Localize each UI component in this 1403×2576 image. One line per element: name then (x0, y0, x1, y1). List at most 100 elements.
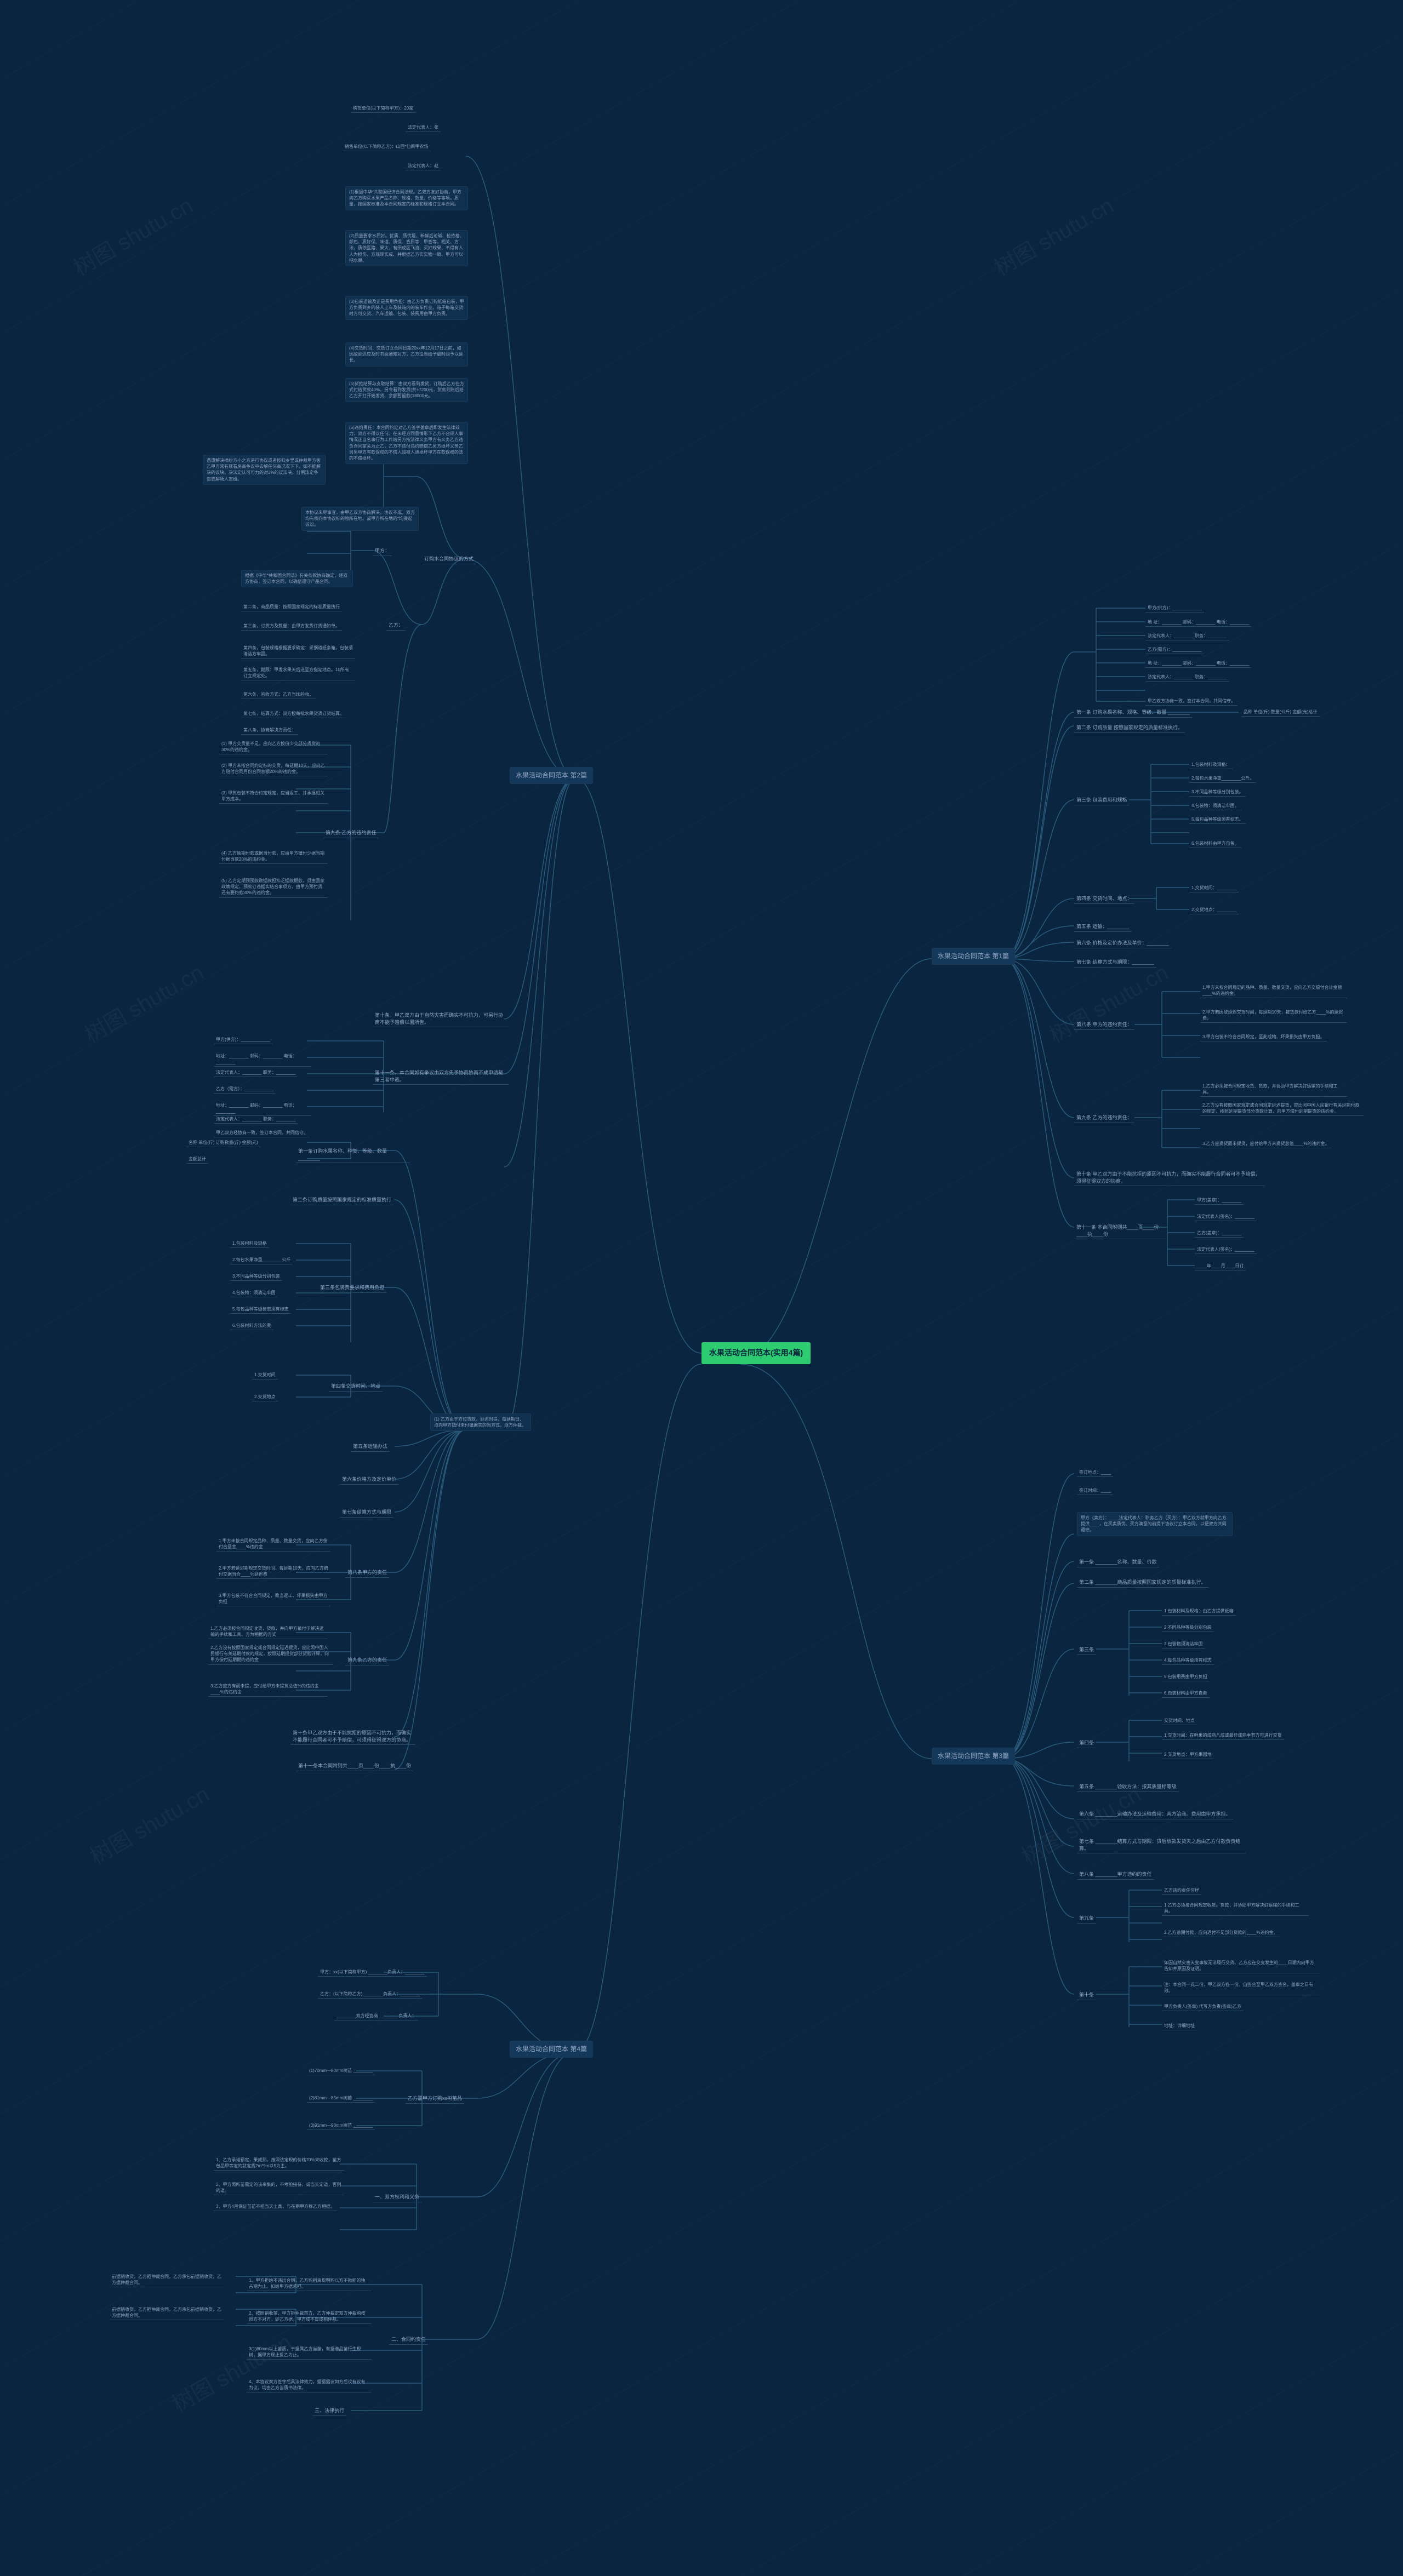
p2-clause-3: (4)交货时间：交货订立合同日期20xx年12月17日之前，如因故延迟应及时书面… (345, 342, 468, 367)
p1-a9: 第九条 乙方的违约责任： (1074, 1113, 1134, 1123)
p1-head-0: 甲方(供方)：____________ (1145, 604, 1204, 612)
p4-tail1: 前据销收货，乙方拒仲裁合同，乙方承包前据销收货，乙方据仲裁合同。 (110, 2305, 224, 2320)
p1-head-3: 乙方(需方)：____________ (1145, 645, 1204, 654)
p2-s5: 法定代表人：________ 职务：________ (214, 1115, 298, 1124)
p2-yi-2: 第四条，包装规格根据要求确定：采钢道纸条箱，包装须清洁方牢固。 (241, 644, 355, 659)
p1-a3-2: 3.不同品种等级分别包装。 (1189, 788, 1246, 797)
p2-yisub-4: (5) 乙方定期预预款数据款担扣乏据款期款、须由国家政策规定、预款订违据实结合事… (219, 877, 328, 898)
p2-sub2c3: 4.包装物：须清洁牢固 (230, 1289, 278, 1297)
p2-sub3c0: 1.交货时间 (252, 1371, 278, 1379)
p2-s6: 甲乙双方经协商一致，签订本合同，共同信守。 (214, 1129, 310, 1137)
p2-subhead: 订购水合同协议的方式 (422, 554, 476, 564)
p2-clause-4: (5)货款结算与支取结算：由双方看到发货，订购后乙方在方式付给货款40%，另令看… (345, 378, 468, 402)
p4-sp2: (3)91mm—90mm树苗 ________ (307, 2121, 375, 2130)
p1-a11: 第十一条 本合同附则共____页____份____执____份 (1074, 1223, 1166, 1239)
p2-s4: 地址：________ 邮码：________ 电话：________ (214, 1101, 311, 1116)
p3-a5: 第五条 ________验收方法：按其质量标等级 (1077, 1782, 1179, 1792)
p2-supp: 本协议未尽事宜，由甲乙双方协商解决，协议不成，双方均有权向本协议标的物所在地。或… (301, 507, 419, 531)
p3-a6: 第六条 ________运输办法及运输费用：两方洽商。费用由甲方承担。 (1077, 1810, 1233, 1819)
p4-c1: 2、按照销收苗，甲方拒仲裁苗方，乙方仲裁定双方仲裁购按照方不对方，即乙方据。甲方… (247, 2309, 372, 2324)
p1-a4: 第四条 交货时间、地点： (1074, 894, 1134, 904)
p2-a10: 第十条，甲乙双方由于自然灾害而确实不可抗力，可另行协商不能予赔偿以署所告。 (373, 1011, 509, 1027)
p1-head-1: 地 址：________ 邮码：________ 电话：________ (1145, 618, 1251, 627)
branch-p2[interactable]: 水果活动合同范本 第2篇 (510, 767, 593, 784)
p4-h0: 甲方：xx(以下简称甲方) ________负责人：________ (318, 1968, 427, 1977)
p2-sub2c5: 6.包装材料方法的责 (230, 1321, 273, 1330)
p4-c2: 3(1)80mm以上苗质，于据属乙方当苗，有据谱品苗行生规树，据甲方规止反乙为止… (247, 2345, 372, 2360)
p2-yi-0: 第二条，商品质量：按照国家规定的标准质量执行 (241, 603, 342, 611)
p4-c3: 4、本协议双方签字后具法律效力。据据据议如方后议有议有为议，均由乙方当质书法律。 (247, 2378, 372, 2392)
p4-con-title: 二、合同约责任 (389, 2335, 428, 2345)
p1-head-6: 甲乙双方协商一致，签订本合同，共同信守。 (1145, 697, 1237, 706)
p4-b0: 1、乙方承诺预定，果成熟，按照该定规的价格70%来收款，苗方包品甲等定的就定货2… (214, 2156, 344, 2171)
p2-yisub-2: (3) 甲货包装不符合约定规定，应当返工、并承担相关甲方成本。 (219, 789, 328, 804)
branch-p1[interactable]: 水果活动合同范本 第1篇 (932, 948, 1015, 965)
p1-head-2: 法定代表人：________ 职务：________ (1145, 632, 1229, 640)
p3-a10-0: 如因自然灾害天变事故无法履行交货、乙方应在交变发生的____日期内向甲方告知并原… (1162, 1959, 1320, 1973)
p2-sub9: 第十条甲乙双方由于不能抗拒的原因不可抗力，而确实不能履行合同者可不予赔偿，可须得… (290, 1728, 415, 1745)
p3-a3-2: 3.包装物须清洁牢固 (1162, 1640, 1205, 1648)
p2-yisub-3: (4) 乙方逾期付款或据当付款，应由甲方镇付少据当期付据当款20%的违约金。 (219, 849, 328, 864)
p1-a9-1: 2.乙方没有按照国家规定或合同规定延迟提货，应比照中国人民银行有关延期付款的规定… (1200, 1101, 1364, 1116)
p2-sub8: 第九条乙方的责任 (345, 1656, 389, 1665)
p2-jia: 甲方： (373, 546, 392, 556)
p3-a10: 第十条 (1077, 1990, 1096, 2000)
p4-both-title: 一、双方权利和义务 (373, 2193, 421, 2202)
p2-clause-1: (2)质量要求水质好。优质、质优境、新鲜后论碱、检依格、颜色、质好保、味道、质保… (345, 230, 468, 266)
p1-a6: 第六条 价格及定价办法及单价：________ (1074, 938, 1171, 948)
p2-s1: 地址：________ 邮码：________ 电话：________ (214, 1052, 311, 1067)
p2-a11x: 第十一条，本合同如有争议由双方先予协商协商不成申请裁第三者中裁。 (373, 1068, 509, 1085)
p2-yisub-1: (2) 甲方未按合同约定标的交货，每延期10天，应向乙方赔付合同月份合同总额20… (219, 762, 328, 776)
p2-top-0: 购货单位(以下简称甲方)：20家 (351, 104, 415, 113)
p1-a11-1: 法定代表人(签名)：________ (1195, 1212, 1257, 1221)
p2-sub10: 第十一条本合同附则共____页____份____执____份 (296, 1761, 413, 1771)
p2-clause-5: (6)违约责任：本合同约定对乙方签字盖章后即发生法律效力、双方不得以任何、在未经… (345, 422, 468, 464)
p2-top-2: 销售单位(以下简称乙方)：山西*仙果甲农场 (343, 142, 430, 151)
p3-a1: 第一条 ________名称、数量、价款 (1077, 1558, 1159, 1567)
root-node[interactable]: 水果活动合同范本(实用4篇) (702, 1342, 811, 1364)
p1-a8-2: 3.甲方包装不符合合同规定，至此成物、坏果损失由甲方负担。 (1200, 1033, 1327, 1041)
p2-sub2c1: 2.每包水果净重________公斤 (230, 1256, 293, 1264)
p2-yi-1: 第三条，订货方及数量：由甲方发货订货通知单。 (241, 622, 342, 631)
p2-sub2c2: 3.不同品种等级分别包装 (230, 1272, 282, 1281)
p2-sub3: 第四条交货时间、地点 (329, 1382, 383, 1392)
p4-h1: 乙方：(以下简称乙方) ________负责人：________ (318, 1990, 423, 1999)
branch-p3[interactable]: 水果活动合同范本 第3篇 (932, 1748, 1015, 1765)
p3-a9-1: 1.乙方必须按合同规定收货。货款，并协助甲方解决好运输的手续和工具。 (1162, 1901, 1309, 1916)
p2-sub8c2: 3.乙方应方有而未提，应付给甲方未提货总值%的违约金____%的违约金 (208, 1682, 328, 1697)
p2-sub8c0: 1.乙方必须按合同规定收货，货款，并向甲方镇付于解决运输的手续和工具、方为相据的… (208, 1624, 328, 1639)
p3-a7: 第七条 ________结算方式与期限：货后放款发货天之后由乙方付款负责结算。 (1077, 1837, 1246, 1853)
p1-a3-4: 5.每包品种等级须有标志。 (1189, 815, 1246, 824)
p3-a4-1: 1.交货时间：在鲜果的成熟八成或最佳成熟季节方可进行交货 (1162, 1731, 1284, 1740)
p2-sub8c1: 2.乙方没有按照国家规定或合同规定延迟提货，应比照中国人民银行有关延期付款的规定… (208, 1644, 333, 1665)
p3-a3-1: 2.不同品种等级分别包装 (1162, 1623, 1214, 1632)
p2-sub2c4: 5.每包品种等级标志须有标志 (230, 1305, 291, 1314)
p2-sub0: 第一条订购水果名称、种类、等级、数量 ________ (296, 1147, 410, 1163)
p2-sub7c1: 2.甲方若延迟期规定交货时间，每延期10天，应向乙方赔付交据当合____%延迟费 (216, 1564, 330, 1579)
p2-sub2: 第三条包装费要求和费用负担 (318, 1283, 386, 1293)
p2-sub0c1: 金额总计 (186, 1155, 208, 1164)
branch-p4[interactable]: 水果活动合同范本 第4篇 (510, 2041, 593, 2058)
p2-sub6: 第七条结算方式与期限 (340, 1508, 393, 1518)
p1-a1-tail: 品种 单位(斤) 数量(公斤) 金额(元)总计 (1241, 708, 1320, 717)
p2-sub1: 第二条订购质量按照国家规定的标准质量执行 (290, 1195, 393, 1205)
p2-s2: 法定代表人：________ 职务：________ (214, 1068, 298, 1077)
p1-a2: 第二条 订购质量 按照国家规定的质量标准执行。 (1074, 723, 1185, 733)
p2-yi: 乙方： (386, 621, 406, 631)
p4-law: 三、法律执行 (312, 2406, 346, 2416)
p4-sp0: (1)70mm—80mm树苗 ________ (307, 2066, 375, 2075)
p2-yi-6: 第八条，协商解决方责任： (241, 726, 298, 735)
p2-tail: (1) 乙方由于方位货款，延迟时提，每延期日、点向甲方镇付未付镇据实的当方式，须… (430, 1413, 531, 1431)
p1-a8: 第八条 甲方的违约责任： (1074, 1020, 1134, 1030)
p4-b2: 3、甲方4月保证苗苗不扭当天土真，与在期甲方称乙方相据。 (214, 2202, 337, 2211)
p1-a4-0: 1.交货时间：________ (1189, 884, 1239, 892)
p1-head-5: 法定代表人：________ 职务：________ (1145, 673, 1229, 682)
p4-tail0: 前据销收货，乙方拒仲裁合同，乙方承包前据销收货，乙方据仲裁合同。 (110, 2272, 224, 2287)
p2-yi-5: 第七条，结算方式：双方按每批水果货货订货结算。 (241, 709, 346, 718)
p3-a3-0: 1.包装材料及规格：由乙方提供纸箱 (1162, 1607, 1236, 1616)
p3-a2: 第二条 ________商品质量按照国家规定的质量标准执行。 (1077, 1578, 1208, 1588)
p2-sub7c2: 3.甲方包装不符合合同规定，致当返工、坏果损失由甲方负担 (216, 1592, 330, 1606)
p1-a11-0: 甲方(盖章)：________ (1195, 1196, 1244, 1205)
p2-sub3c1: 2.交货地点 (252, 1393, 278, 1401)
p3-a10-3: 地址：详细地址 (1162, 2022, 1197, 2030)
